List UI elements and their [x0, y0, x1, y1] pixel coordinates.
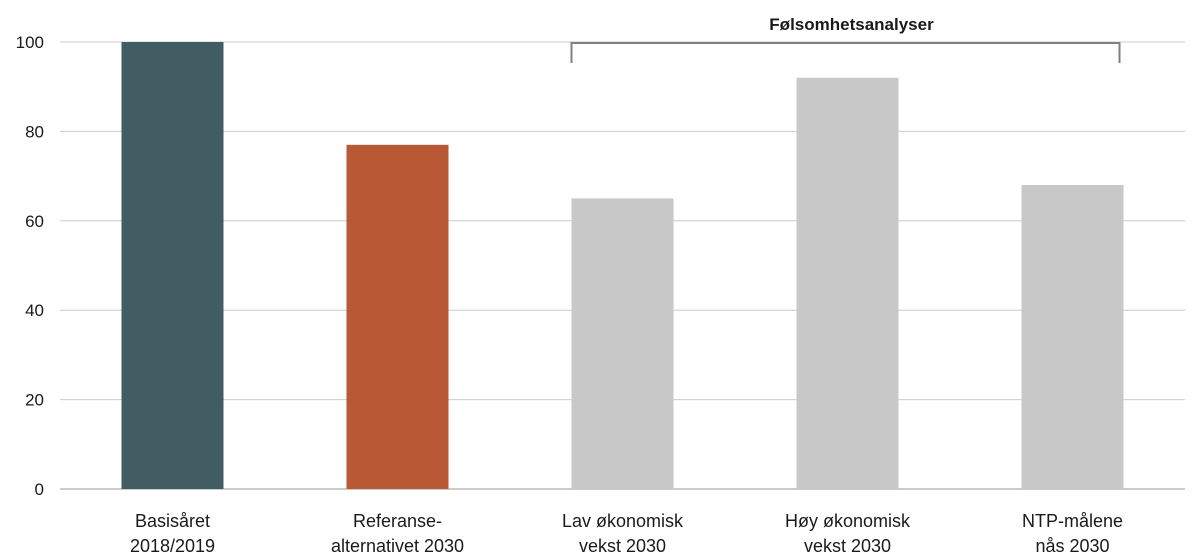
y-tick-label: 0: [35, 480, 44, 499]
category-label: Høy økonomisk: [785, 511, 911, 531]
annotations: Følsomhetsanalyser: [570, 15, 1121, 63]
y-tick-label: 60: [25, 212, 44, 231]
category-label: NTP-målene: [1022, 511, 1123, 531]
category-label: vekst 2030: [579, 536, 666, 555]
annotation-label: Følsomhetsanalyser: [769, 15, 934, 34]
category-label: Referanse-: [353, 511, 442, 531]
y-tick-label: 100: [16, 33, 44, 52]
category-label: 2018/2019: [130, 536, 215, 555]
annotation-bracket: [570, 42, 1121, 63]
bar-4: [1021, 185, 1124, 490]
y-tick-label: 20: [25, 391, 44, 410]
category-labels: Basisåret 2018/2019 Referanse-alternativet…: [130, 511, 1123, 555]
bar-1: [346, 144, 449, 489]
category-label: alternativet 2030: [331, 536, 464, 555]
category-label: vekst 2030: [804, 536, 891, 555]
bar-2: [571, 198, 674, 489]
category-label: Lav økonomisk: [562, 511, 684, 531]
y-axis-tick-labels: 0 20 40 60 80 100: [16, 33, 44, 499]
bar-3: [796, 77, 899, 489]
bars: [121, 42, 1124, 490]
y-tick-label: 80: [25, 122, 44, 141]
category-label: Basisåret: [135, 511, 210, 531]
bar-0: [121, 42, 224, 489]
y-tick-label: 40: [25, 301, 44, 320]
category-label: nås 2030: [1035, 536, 1109, 555]
